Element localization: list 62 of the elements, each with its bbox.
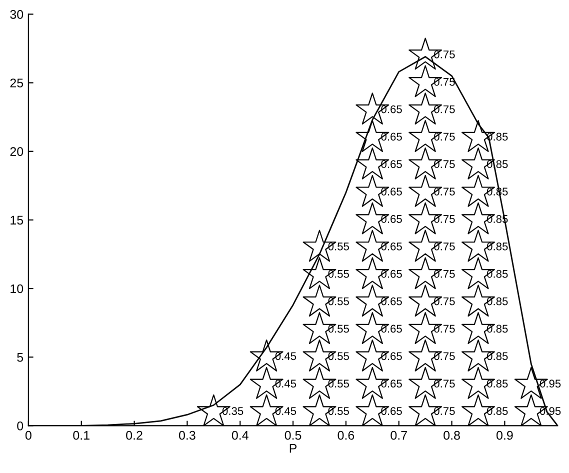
annotation: 0.65 <box>381 297 402 306</box>
annotation: 0.75 <box>434 105 455 114</box>
x-tick-label: 0.9 <box>496 430 513 440</box>
annotation: 0.65 <box>381 380 402 388</box>
y-tick-label: 25 <box>10 78 24 88</box>
y-tick-label: 30 <box>10 10 24 19</box>
annotation: 0.75 <box>434 132 455 141</box>
annotation: 0.45 <box>275 407 296 415</box>
x-tick-label: 0.7 <box>390 430 407 440</box>
x-tick-label: 0.1 <box>73 430 90 440</box>
annotation: 0.65 <box>381 105 402 114</box>
annotation: 0.65 <box>381 270 402 278</box>
annotation: 0.55 <box>328 297 349 306</box>
annotation: 0.85 <box>487 324 508 333</box>
y-tick-label: 15 <box>10 216 24 225</box>
x-tick-label: 0.2 <box>126 430 142 440</box>
y-tick-label: 10 <box>10 284 24 294</box>
annotation: 0.55 <box>328 380 349 388</box>
annotation: 0.55 <box>328 407 349 415</box>
annotation: 0.65 <box>381 215 402 223</box>
annotation: 0.85 <box>487 352 508 360</box>
annotation: 0.75 <box>434 270 455 278</box>
annotation: 0.85 <box>487 242 508 250</box>
annotation: 0.85 <box>487 380 508 388</box>
annotation: 0.75 <box>434 50 455 58</box>
annotation: 0.75 <box>434 160 455 168</box>
annotation: 0.75 <box>434 297 455 306</box>
annotation: 0.65 <box>381 160 402 168</box>
annotation: 0.75 <box>434 380 455 388</box>
annotation: 0.65 <box>381 132 402 141</box>
annotation: 0.65 <box>381 407 402 415</box>
y-tick-label: 20 <box>10 147 24 156</box>
annotation: 0.75 <box>434 352 455 360</box>
annotation: 0.75 <box>434 242 455 250</box>
annotation: 0.75 <box>434 324 455 333</box>
annotation: 0.35 <box>222 407 244 415</box>
x-axis-title: P <box>290 444 297 453</box>
annotation: 0.65 <box>381 242 402 250</box>
x-tick-label: 0.4 <box>232 430 248 440</box>
annotation: 0.45 <box>275 380 296 388</box>
annotation: 0.55 <box>328 270 349 278</box>
x-tick-label: 0 <box>25 430 32 440</box>
x-tick-label: 0.3 <box>179 430 196 440</box>
annotation: 0.95 <box>540 380 561 388</box>
annotation: 0.85 <box>487 270 508 278</box>
annotation: 0.55 <box>328 324 349 333</box>
annotation: 0.75 <box>434 407 455 415</box>
x-tick-label: 0.8 <box>444 430 460 440</box>
annotation: 0.75 <box>434 188 455 196</box>
x-tick-label: 0.6 <box>338 430 354 440</box>
x-tick-label: 0.5 <box>284 430 302 440</box>
annotation: 0.55 <box>328 242 349 250</box>
annotation: 0.65 <box>381 324 402 333</box>
y-tick-label: 0 <box>17 422 24 430</box>
annotation: 0.55 <box>328 352 349 360</box>
annotation: 0.75 <box>434 215 455 223</box>
annotation: 0.85 <box>487 407 508 415</box>
annotation: 0.85 <box>487 297 508 306</box>
y-tick-label: 5 <box>17 353 24 362</box>
annotation: 0.65 <box>381 188 402 196</box>
annotation: 0.45 <box>275 352 296 360</box>
annotation: 0.65 <box>381 352 402 360</box>
